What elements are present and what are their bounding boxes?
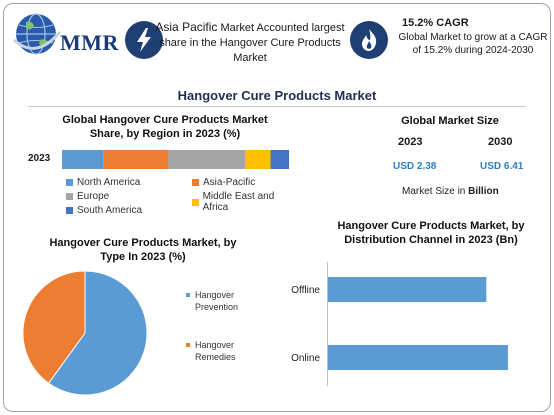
stack-segment-asia-pacific	[103, 150, 169, 169]
legend-item-europe: Europe	[66, 191, 109, 202]
legend-item-north-america: North America	[66, 177, 140, 188]
pie-legend-label: Hangover Remedies	[195, 340, 236, 362]
brand-logo-text: MMR	[60, 30, 119, 55]
legend-label: South America	[77, 205, 143, 216]
channel-bar-offline	[328, 277, 487, 302]
region-highlight-badge	[125, 21, 163, 59]
pie-legend-prevention: Hangover Prevention	[186, 289, 266, 313]
legend-swatch-north-america	[66, 179, 73, 186]
globe-icon	[12, 13, 62, 55]
legend-swatch-mea	[192, 198, 199, 206]
region-stacked-bar	[62, 150, 289, 169]
pie-legend-swatch-prevention	[186, 293, 190, 297]
pie-slice-hangover-prevention	[47, 270, 148, 396]
cagr-highlight-badge	[350, 21, 388, 59]
channel-bar-online	[328, 345, 508, 370]
market-size-year-2023: 2023	[398, 136, 423, 148]
page-title: Hangover Cure Products Market	[177, 88, 377, 103]
region-chart-category: 2023	[28, 153, 51, 164]
region-legend: North America Asia-Pacific Europe Middle…	[66, 177, 296, 223]
market-size-value-2023: USD 2.38	[393, 161, 437, 172]
cagr-title: 15.2% CAGR	[402, 17, 469, 29]
stack-segment-europe	[168, 150, 246, 169]
region-chart-title: Global Hangover Cure Products Market Sha…	[62, 114, 268, 140]
region-highlight-text: Asia Pacific Market Accounted largest sh…	[150, 20, 350, 66]
legend-label: Middle East and Africa	[202, 191, 275, 213]
legend-item-south-america: South America	[66, 205, 142, 216]
legend-label: Asia-Pacific	[203, 177, 256, 188]
channel-chart-title: Hangover Cure Products Market, by Distri…	[337, 220, 525, 246]
market-size-note-unit: Billion	[468, 186, 499, 197]
stack-segment-north-america	[62, 150, 104, 169]
legend-item-mea: Middle East and Africa	[192, 191, 296, 213]
channel-label-online: Online	[291, 353, 320, 364]
pie-legend-swatch-remedies	[186, 343, 190, 347]
title-divider	[28, 106, 526, 107]
pie-legend-label: Hangover Prevention	[195, 290, 239, 312]
legend-swatch-asia-pacific	[192, 179, 199, 186]
legend-swatch-south-america	[66, 207, 73, 214]
market-size-value-2030: USD 6.41	[480, 161, 524, 172]
cagr-text: Global Market to grow at a CAGR of 15.2%…	[398, 32, 548, 56]
stack-segment-middle-east-and-africa	[245, 150, 271, 169]
channel-label-offline: Offline	[291, 285, 320, 296]
market-size-title: Global Market Size	[401, 115, 499, 127]
legend-item-asia-pacific: Asia-Pacific	[192, 177, 255, 188]
market-size-year-2030: 2030	[488, 136, 513, 148]
lightning-icon	[137, 28, 151, 52]
pie-slice-hangover-remedies	[22, 270, 86, 384]
legend-label: North America	[77, 177, 141, 188]
region-highlight-rest: Market Accounted largest share in the Ha…	[159, 22, 345, 64]
type-pie-chart	[22, 270, 148, 396]
region-highlight-bold: Asia Pacific	[155, 20, 218, 34]
legend-label: Europe	[77, 191, 110, 202]
stack-segment-south-america	[270, 150, 289, 169]
type-chart-title: Hangover Cure Products Market, by Type I…	[49, 237, 237, 263]
market-size-note-prefix: Market Size in	[402, 186, 469, 197]
flame-icon	[362, 29, 377, 51]
market-size-note: Market Size in Billion	[402, 186, 499, 197]
channel-bar-chart: Offline Online	[291, 262, 508, 386]
pie-legend-remedies: Hangover Remedies	[186, 339, 266, 363]
legend-swatch-europe	[66, 193, 73, 200]
